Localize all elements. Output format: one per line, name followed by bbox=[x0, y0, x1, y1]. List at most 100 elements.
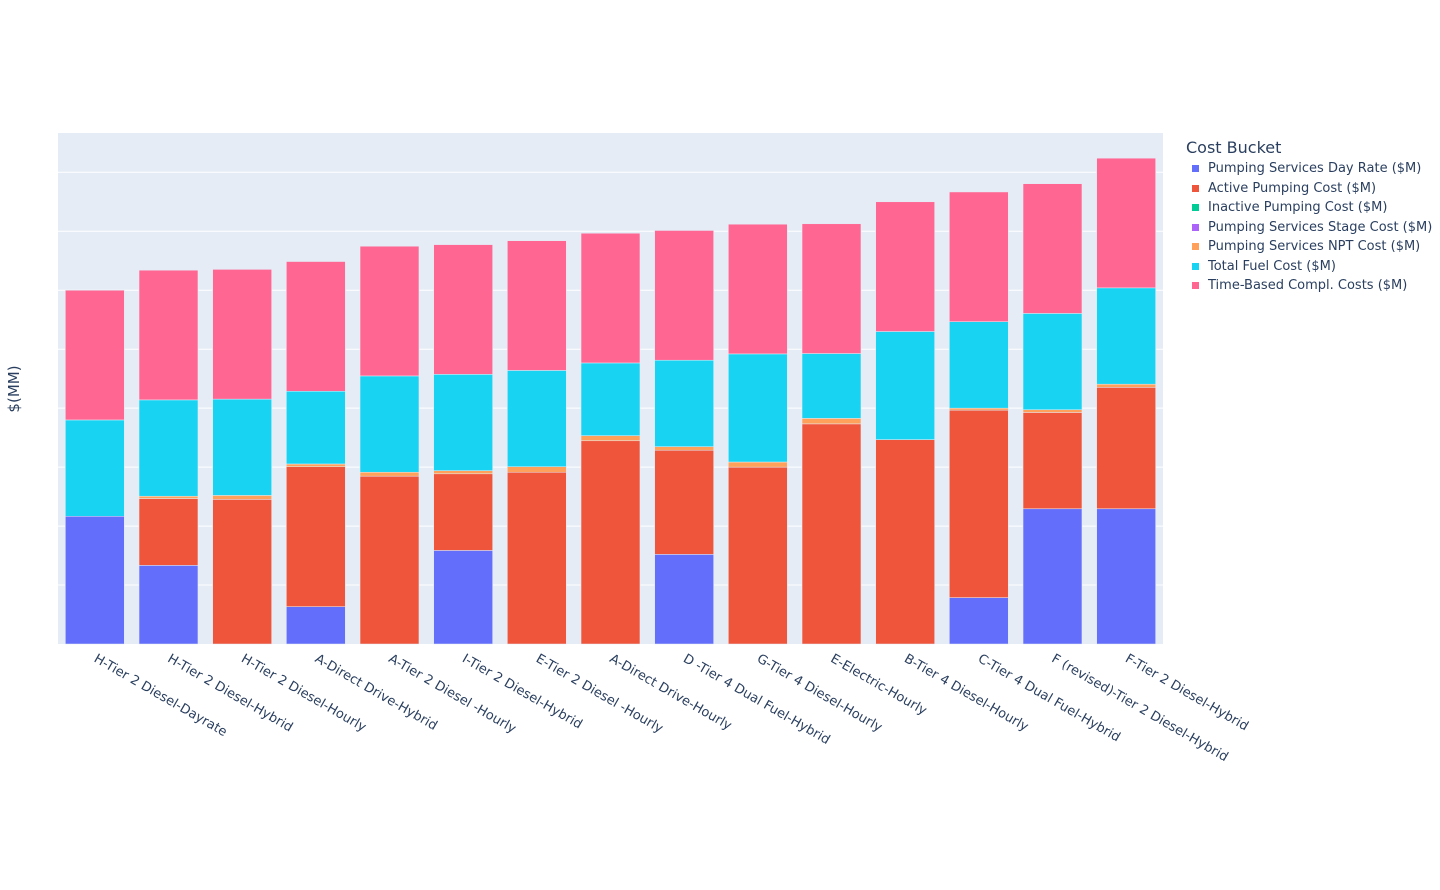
bar-segment[interactable] bbox=[286, 606, 346, 645]
legend-label: Inactive Pumping Cost ($M) bbox=[1208, 200, 1388, 216]
bar-segment[interactable] bbox=[507, 370, 567, 467]
legend-label: Total Fuel Cost ($M) bbox=[1208, 258, 1336, 274]
legend-swatch bbox=[1192, 184, 1199, 192]
bar-segment[interactable] bbox=[949, 597, 1009, 645]
legend-label: Active Pumping Cost ($M) bbox=[1208, 180, 1377, 196]
bar-segment[interactable] bbox=[580, 440, 641, 645]
bar-segment[interactable] bbox=[949, 191, 1009, 322]
bar-segment[interactable] bbox=[359, 475, 420, 645]
bar-segment[interactable] bbox=[654, 446, 714, 451]
bar-segment[interactable] bbox=[654, 230, 714, 361]
x-tick-label: G-Tier 4 Diesel-Hourly bbox=[754, 652, 885, 736]
bar-segment[interactable] bbox=[1096, 287, 1156, 385]
bars-group bbox=[65, 157, 1156, 645]
bar-segment[interactable] bbox=[286, 261, 346, 392]
bar-segment[interactable] bbox=[1096, 157, 1156, 289]
bar-segment[interactable] bbox=[728, 353, 788, 463]
bar-segment[interactable] bbox=[212, 495, 272, 500]
x-tick-label: I-Tier 2 Diesel-Hybrid bbox=[459, 652, 584, 733]
x-tick-label: A-Tier 2 Diesel -Hourly bbox=[386, 652, 519, 737]
bar-segment[interactable] bbox=[507, 240, 567, 371]
bar-segment[interactable] bbox=[875, 439, 935, 645]
bar-segment[interactable] bbox=[507, 471, 567, 645]
bar-segment[interactable] bbox=[359, 471, 420, 477]
legend-item[interactable]: Pumping Services NPT Cost ($M) bbox=[1192, 237, 1440, 257]
x-tick-label: H-Tier 2 Diesel-Hourly bbox=[238, 652, 368, 736]
bar-segment[interactable] bbox=[728, 466, 788, 645]
bar-segment[interactable] bbox=[580, 232, 641, 364]
bar-segment[interactable] bbox=[728, 223, 788, 355]
x-tick-label: H-Tier 2 Diesel-Hybrid bbox=[165, 652, 295, 736]
bar-segment[interactable] bbox=[801, 223, 862, 354]
bar-segment[interactable] bbox=[949, 321, 1009, 409]
legend-label: Time-Based Compl. Costs ($M) bbox=[1208, 278, 1408, 294]
legend-swatch bbox=[1192, 243, 1199, 251]
bar-segment[interactable] bbox=[433, 550, 493, 645]
bar-segment[interactable] bbox=[580, 362, 641, 436]
bar-segment[interactable] bbox=[949, 407, 1009, 411]
bar-segment[interactable] bbox=[654, 359, 714, 447]
x-tick-label: D -Tier 4 Dual Fuel-Hybrid bbox=[680, 652, 832, 748]
legend-item[interactable]: Active Pumping Cost ($M) bbox=[1192, 179, 1440, 199]
bar-segment[interactable] bbox=[212, 269, 272, 400]
legend-item[interactable]: Pumping Services Day Rate ($M) bbox=[1192, 159, 1440, 179]
legend-label: Pumping Services NPT Cost ($M) bbox=[1208, 239, 1421, 255]
legend-swatch bbox=[1192, 262, 1199, 270]
bar-segment[interactable] bbox=[138, 498, 199, 566]
bar-segment[interactable] bbox=[65, 419, 125, 517]
bar-segment[interactable] bbox=[286, 391, 346, 465]
bar-segment[interactable] bbox=[801, 353, 862, 419]
bar-segment[interactable] bbox=[138, 565, 199, 645]
legend-item[interactable]: Pumping Services Stage Cost ($M) bbox=[1192, 218, 1440, 238]
legend-swatch bbox=[1192, 165, 1199, 173]
bar-segment[interactable] bbox=[654, 449, 714, 555]
legend-items: Pumping Services Day Rate ($M) Active Pum… bbox=[1186, 159, 1440, 296]
bar-segment[interactable] bbox=[580, 435, 641, 442]
legend-item[interactable]: Time-Based Compl. Costs ($M) bbox=[1192, 276, 1440, 296]
bar-segment[interactable] bbox=[728, 461, 788, 468]
bar-segment[interactable] bbox=[1022, 508, 1083, 645]
legend-label: Pumping Services Day Rate ($M) bbox=[1208, 161, 1422, 177]
x-tick-label: A-Direct Drive-Hourly bbox=[607, 652, 735, 734]
legend-item[interactable]: Total Fuel Cost ($M) bbox=[1192, 257, 1440, 277]
bar-segment[interactable] bbox=[875, 201, 935, 332]
bar-segment[interactable] bbox=[433, 244, 493, 375]
bar-segment[interactable] bbox=[286, 466, 346, 607]
bar-segment[interactable] bbox=[801, 423, 862, 645]
bar-segment[interactable] bbox=[507, 466, 567, 473]
legend-swatch bbox=[1192, 223, 1199, 231]
bar-segment[interactable] bbox=[801, 418, 862, 425]
bar-segment[interactable] bbox=[138, 269, 199, 401]
legend-label: Pumping Services Stage Cost ($M) bbox=[1208, 219, 1433, 235]
bar-segment[interactable] bbox=[1096, 508, 1156, 645]
bar-segment[interactable] bbox=[875, 331, 935, 440]
bar-segment[interactable] bbox=[138, 495, 199, 499]
bar-segment[interactable] bbox=[65, 289, 125, 421]
bar-segment[interactable] bbox=[1022, 183, 1083, 314]
x-tick-label: H-Tier 2 Diesel-Dayrate bbox=[91, 652, 229, 741]
legend-swatch bbox=[1192, 204, 1199, 212]
bar-segment[interactable] bbox=[433, 374, 493, 471]
bar-segment[interactable] bbox=[286, 463, 346, 467]
x-tick-label: E-Tier 2 Diesel -Hourly bbox=[533, 652, 666, 737]
bar-segment[interactable] bbox=[433, 470, 493, 475]
bar-segment[interactable] bbox=[1022, 412, 1083, 510]
legend-item[interactable]: Inactive Pumping Cost ($M) bbox=[1192, 198, 1440, 218]
bar-segment[interactable] bbox=[138, 399, 199, 497]
bar-segment[interactable] bbox=[359, 245, 420, 377]
bar-segment[interactable] bbox=[949, 409, 1009, 598]
bar-segment[interactable] bbox=[212, 398, 272, 496]
bar-segment[interactable] bbox=[1096, 383, 1156, 388]
bar-segment[interactable] bbox=[359, 375, 420, 473]
y-axis-title-wrapper: $(MM) bbox=[2, 360, 26, 420]
bar-segment[interactable] bbox=[654, 554, 714, 645]
bar-segment[interactable] bbox=[1022, 409, 1083, 413]
bar-segment[interactable] bbox=[65, 516, 125, 645]
bar-segment[interactable] bbox=[433, 473, 493, 551]
bar-segment[interactable] bbox=[212, 499, 272, 645]
y-axis-title: $(MM) bbox=[5, 365, 23, 413]
bar-segment[interactable] bbox=[1022, 313, 1083, 410]
bar-segment[interactable] bbox=[1096, 387, 1156, 510]
